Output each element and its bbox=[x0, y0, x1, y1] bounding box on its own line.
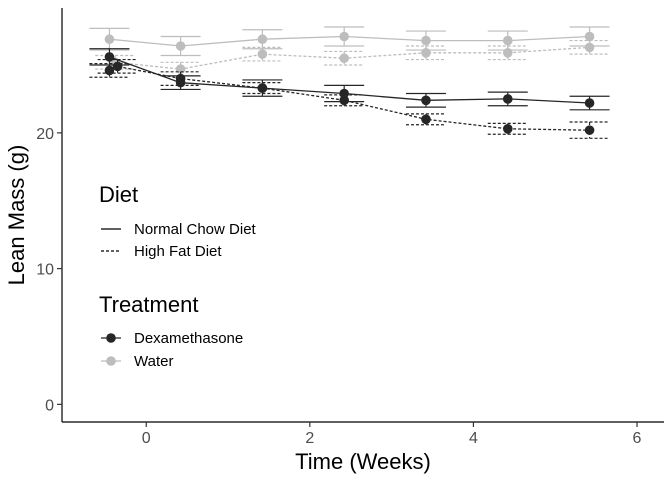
data-point bbox=[257, 49, 268, 59]
data-point bbox=[257, 34, 268, 45]
data-point bbox=[104, 52, 115, 62]
y-tick-label: 20 bbox=[36, 126, 54, 143]
axes: 0 2 4 6 0 10 20 Time (Weeks) Lean Mass (g) bbox=[4, 8, 664, 474]
data-point bbox=[175, 41, 186, 51]
data-point bbox=[502, 47, 513, 58]
data-point bbox=[104, 34, 115, 45]
data-point bbox=[502, 94, 513, 104]
x-axis-title: Time (Weeks) bbox=[295, 449, 431, 474]
legend-treatment-title: Treatment bbox=[99, 292, 198, 317]
data-point bbox=[584, 98, 595, 108]
data-point bbox=[104, 65, 115, 76]
y-tick-label: 10 bbox=[36, 262, 54, 279]
data-point bbox=[257, 83, 268, 93]
legend-treatment-label: Dexamethasone bbox=[134, 330, 243, 347]
data-point bbox=[421, 47, 431, 58]
legend-treatment-key-point bbox=[106, 356, 116, 366]
x-tick-label: 2 bbox=[305, 430, 314, 447]
data-point bbox=[112, 61, 123, 72]
data-point bbox=[421, 95, 431, 106]
legend: Diet Normal Chow Diet High Fat Diet Treatme… bbox=[99, 182, 257, 370]
x-tick-label: 6 bbox=[633, 430, 642, 447]
legend-diet-label: Normal Chow Diet bbox=[134, 221, 257, 238]
data-point bbox=[502, 124, 513, 134]
data-point bbox=[339, 53, 349, 64]
data-point bbox=[502, 35, 513, 46]
y-axis-title: Lean Mass (g) bbox=[4, 145, 29, 286]
x-tick-label: 4 bbox=[469, 430, 478, 447]
data-point bbox=[339, 31, 349, 42]
error-bar bbox=[569, 121, 610, 139]
y-tick-label: 0 bbox=[45, 397, 54, 414]
legend-diet-title: Diet bbox=[99, 182, 138, 207]
legend-treatment-label: Water bbox=[134, 353, 173, 370]
x-tick-label: 0 bbox=[142, 430, 151, 447]
data-point bbox=[584, 125, 595, 135]
data-point bbox=[339, 88, 349, 99]
legend-treatment-key-point bbox=[106, 333, 116, 343]
data-point bbox=[175, 73, 186, 84]
series-line-3 bbox=[109, 65, 590, 131]
data-point bbox=[584, 42, 595, 53]
data-point bbox=[421, 35, 431, 46]
legend-diet-label: High Fat Diet bbox=[134, 243, 222, 260]
data-point bbox=[421, 114, 431, 125]
data-point bbox=[584, 31, 595, 42]
plot-area bbox=[89, 26, 610, 139]
data-point bbox=[339, 95, 349, 106]
